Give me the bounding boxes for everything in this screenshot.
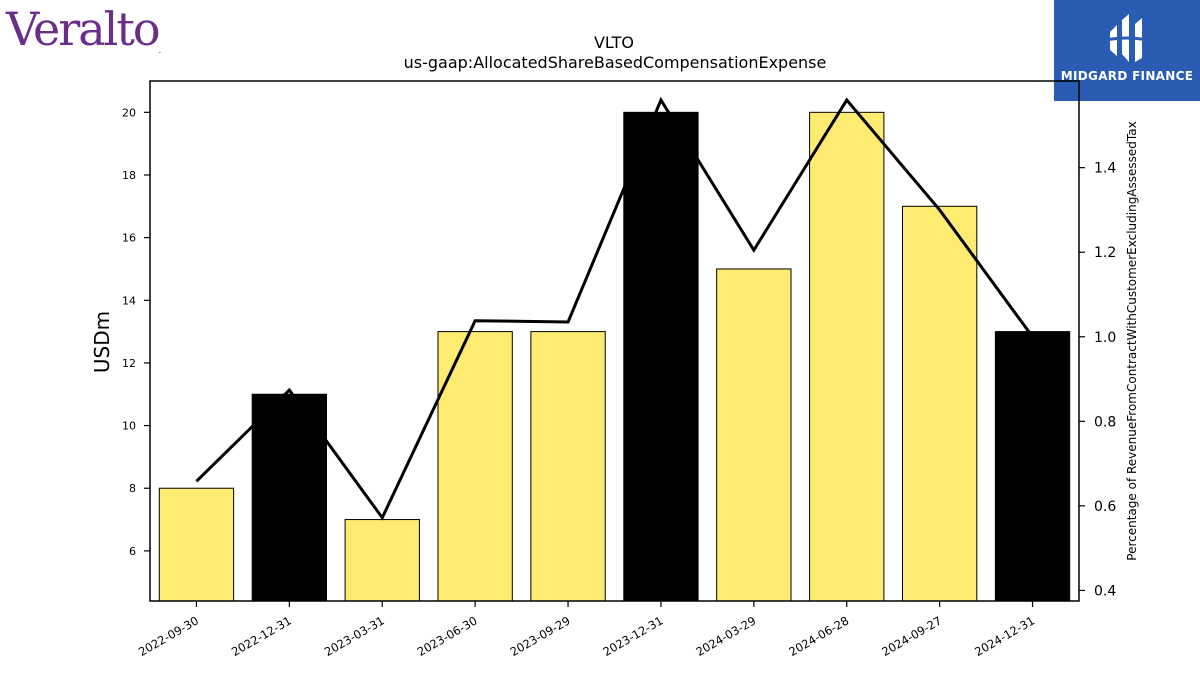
- x-axis: 2022-09-30 2022-12-31 2023-03-31 2023-06-30…: [136, 601, 1037, 659]
- midgard-logo-icon: [1105, 14, 1149, 62]
- bar-2024-03-29: [716, 268, 792, 602]
- y2-tick-label-1.0: 1.0: [1094, 330, 1116, 346]
- publisher-name: MIDGARD FINANCE: [1060, 69, 1194, 83]
- bar-2024-09-27: [901, 205, 978, 602]
- x-tick-label-2024-09-27: 2024-09-27: [879, 613, 944, 659]
- y-tick-label-12: 12: [122, 357, 136, 370]
- veralto-logo: Veralto.: [6, 2, 162, 56]
- y-tick-label-14: 14: [122, 294, 136, 307]
- y2-axis-label: Percentage of RevenueFromContractWithCus…: [1125, 121, 1139, 560]
- bar-2024-12-31: [994, 331, 1071, 602]
- y-axis-right: 0.4 0.6 0.8 1.0 1.2 1.4: [1079, 161, 1116, 599]
- x-tick-label-2022-09-30: 2022-09-30: [136, 613, 201, 659]
- bar-2023-03-31: [344, 519, 420, 602]
- y-axis-left: 6 8 10 12 14 16 18 20: [122, 106, 150, 558]
- y2-tick-label-0.6: 0.6: [1094, 499, 1116, 515]
- y-tick-label-8: 8: [129, 482, 136, 495]
- y-tick-label-6: 6: [129, 545, 136, 558]
- y-tick-label-16: 16: [122, 232, 136, 245]
- percentage-line: [195, 96, 1034, 521]
- line-series: [195, 96, 1034, 521]
- x-tick-label-2024-03-29: 2024-03-29: [693, 613, 758, 659]
- plot-frame: [149, 80, 1080, 602]
- x-tick-label-2024-06-28: 2024-06-28: [786, 613, 851, 659]
- bar-2022-09-30: [158, 487, 235, 602]
- bar-series: [158, 111, 1071, 602]
- y-axis-label: USDm: [90, 311, 114, 373]
- x-tick-label-2023-03-31: 2023-03-31: [322, 613, 387, 659]
- bar-2023-12-31: [623, 111, 699, 602]
- x-tick-label-2022-12-31: 2022-12-31: [229, 613, 294, 659]
- x-tick-label-2024-12-31: 2024-12-31: [972, 613, 1037, 659]
- y-tick-label-20: 20: [122, 106, 136, 119]
- x-tick-label-2023-09-29: 2023-09-29: [508, 613, 573, 659]
- bar-2023-06-30: [437, 331, 513, 602]
- y2-tick-label-0.4: 0.4: [1094, 583, 1116, 599]
- chart-subtitle: us-gaap:AllocatedShareBasedCompensationE…: [404, 53, 827, 72]
- x-tick-label-2023-12-31: 2023-12-31: [601, 613, 666, 659]
- y-tick-label-18: 18: [122, 169, 136, 182]
- y2-tick-label-1.2: 1.2: [1094, 245, 1116, 261]
- bar-2023-09-29: [530, 331, 606, 602]
- y2-tick-label-0.8: 0.8: [1094, 414, 1116, 430]
- x-tick-label-2023-06-30: 2023-06-30: [415, 613, 480, 659]
- y-tick-label-10: 10: [122, 420, 136, 433]
- y2-tick-label-1.4: 1.4: [1094, 161, 1116, 177]
- bar-2024-06-28: [809, 111, 885, 602]
- chart-title: VLTO: [594, 33, 634, 52]
